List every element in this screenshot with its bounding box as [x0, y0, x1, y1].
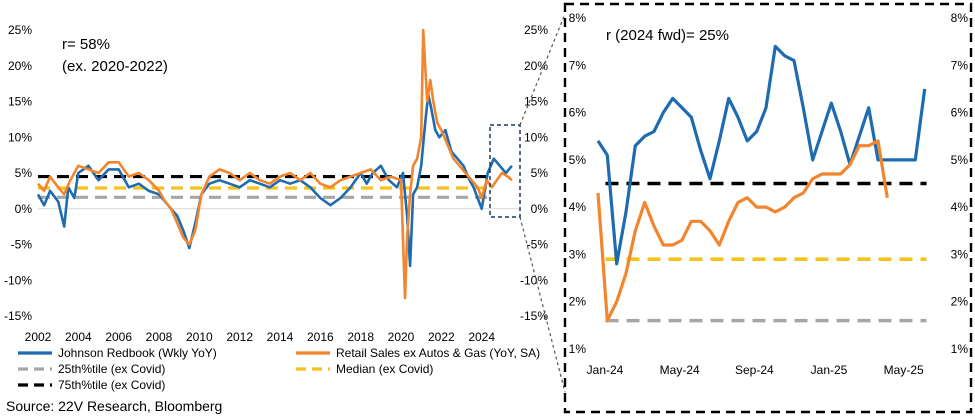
y-tick-left: -10%	[4, 273, 32, 287]
x-tick-label: 2010	[186, 330, 213, 344]
x-tick-label: 2016	[307, 330, 334, 344]
y-tick-left: 4%	[569, 200, 587, 214]
connector-line	[519, 13, 566, 126]
y-tick-right: -10%	[520, 273, 548, 287]
y-tick-left: 6%	[569, 106, 587, 120]
y-tick-right: -5%	[527, 238, 549, 252]
x-tick-label: 2012	[226, 330, 253, 344]
x-tick-label: 2024	[468, 330, 495, 344]
y-tick-left: 3%	[569, 247, 587, 261]
zoom-frame	[563, 2, 973, 414]
y-tick-left: 5%	[15, 166, 33, 180]
series-line	[37, 28, 513, 300]
source-note: Source: 22V Research, Bloomberg	[6, 398, 223, 414]
x-tick-label: May-25	[884, 363, 924, 377]
x-tick-label: 2006	[105, 330, 132, 344]
y-tick-right: 25%	[524, 23, 548, 37]
y-tick-right: 8%	[951, 11, 969, 25]
y-tick-left: 0%	[15, 202, 33, 216]
legend-label: Median (ex Covid)	[336, 362, 433, 376]
y-tick-right: 2%	[951, 295, 969, 309]
legend-label: 75th%tile (ex Covid)	[58, 378, 165, 392]
x-tick-label: Jan-24	[587, 363, 624, 377]
y-tick-left: 5%	[569, 153, 587, 167]
y-tick-left: 20%	[8, 59, 32, 73]
x-tick-label: 2020	[388, 330, 415, 344]
x-tick-label: May-24	[660, 363, 700, 377]
y-tick-left: 1%	[569, 342, 587, 356]
zoom-chart: 8% 8%7% 7%6% 6%5% 5%4% 4%3% 3%2% 2%1% 1%Jan-24 Ma…	[563, 2, 973, 414]
legend-label: Retail Sales ex Autos & Gas (YoY, SA)	[336, 346, 540, 360]
zoom-connector	[519, 13, 566, 393]
series-line	[36, 93, 513, 268]
y-tick-left: 7%	[569, 58, 587, 72]
correlation-note: (ex. 2020-2022)	[62, 58, 168, 75]
y-tick-right: 3%	[951, 247, 969, 261]
y-tick-right: 6%	[951, 106, 969, 120]
legend: Johnson Redbook (Wkly YoY) Retail Sales e…	[18, 346, 540, 392]
correlation-label: r (2024 fwd)= 25%	[606, 27, 729, 44]
x-tick-label: Jan-25	[811, 363, 848, 377]
y-tick-right: 5%	[951, 153, 969, 167]
y-tick-right: 5%	[531, 166, 549, 180]
x-tick-label: 2004	[65, 330, 92, 344]
x-tick-label: 2022	[428, 330, 455, 344]
y-tick-left: 15%	[8, 95, 32, 109]
x-tick-label: 2002	[25, 330, 52, 344]
connector-line	[519, 216, 566, 393]
y-tick-right: 10%	[524, 130, 548, 144]
zoom-box	[489, 124, 521, 218]
y-tick-right: 4%	[951, 200, 969, 214]
y-tick-left: 2%	[569, 295, 587, 309]
y-tick-right: -15%	[520, 309, 548, 323]
x-tick-label: 2018	[347, 330, 374, 344]
y-tick-right: 7%	[951, 58, 969, 72]
legend-label: 25th%tile (ex Covid)	[58, 362, 165, 376]
y-tick-left: 8%	[569, 11, 587, 25]
series-line	[596, 139, 889, 323]
y-tick-left: 25%	[8, 23, 32, 37]
y-tick-left: -5%	[11, 238, 33, 252]
y-tick-left: 10%	[8, 130, 32, 144]
series-line	[596, 44, 927, 266]
x-tick-label: 2008	[146, 330, 173, 344]
y-tick-right: 15%	[524, 95, 548, 109]
y-tick-right: 0%	[531, 202, 549, 216]
y-tick-left: -15%	[4, 309, 32, 323]
y-tick-right: 1%	[951, 342, 969, 356]
main-chart: 25% 20% 15% 10% 5% 0% -5% -10% -15% 25% 20% 15% 10% 5…	[4, 23, 548, 344]
x-tick-label: 2014	[267, 330, 294, 344]
correlation-label: r= 58%	[62, 36, 110, 53]
legend-label: Johnson Redbook (Wkly YoY)	[58, 346, 217, 360]
y-tick-right: 20%	[524, 59, 548, 73]
x-tick-label: Sep-24	[735, 363, 774, 377]
